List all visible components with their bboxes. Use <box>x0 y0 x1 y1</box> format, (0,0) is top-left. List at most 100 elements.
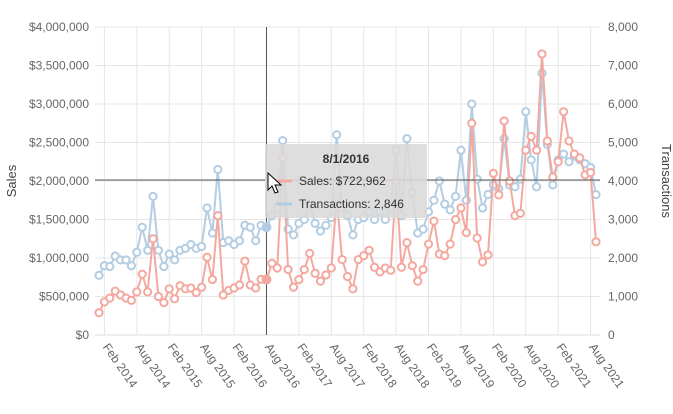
data-point[interactable] <box>213 211 223 221</box>
data-point[interactable] <box>234 280 245 290</box>
data-point[interactable] <box>450 214 461 225</box>
data-point[interactable] <box>283 264 293 275</box>
data-point[interactable] <box>315 226 326 236</box>
data-point[interactable] <box>553 157 563 167</box>
data-point[interactable] <box>548 172 558 182</box>
data-point[interactable] <box>321 270 331 280</box>
data-point[interactable] <box>305 248 315 258</box>
data-point[interactable] <box>467 99 477 109</box>
data-point[interactable] <box>332 130 342 140</box>
data-point[interactable] <box>207 228 218 238</box>
data-point[interactable] <box>429 195 439 205</box>
data-point[interactable] <box>472 233 482 243</box>
data-point[interactable] <box>504 176 515 186</box>
data-point[interactable] <box>477 203 488 213</box>
data-point[interactable] <box>396 262 407 272</box>
data-point[interactable] <box>418 224 428 234</box>
data-point[interactable] <box>170 294 180 304</box>
data-point[interactable] <box>521 145 531 155</box>
data-point[interactable] <box>564 157 574 167</box>
data-point[interactable] <box>197 241 207 252</box>
data-point[interactable] <box>494 190 504 200</box>
data-point[interactable] <box>94 270 104 280</box>
data-point[interactable] <box>531 145 542 155</box>
data-point[interactable] <box>159 298 169 308</box>
data-point[interactable] <box>564 136 574 146</box>
data-point[interactable] <box>143 245 153 255</box>
data-point[interactable] <box>202 252 212 262</box>
data-point[interactable] <box>591 237 601 247</box>
data-point[interactable] <box>531 182 542 192</box>
data-point[interactable] <box>499 116 509 126</box>
data-point[interactable] <box>153 245 164 255</box>
data-point[interactable] <box>445 205 455 215</box>
data-point[interactable] <box>137 222 147 232</box>
data-point[interactable] <box>440 199 450 209</box>
data-point[interactable] <box>477 257 488 267</box>
data-point[interactable] <box>521 107 531 117</box>
data-point[interactable] <box>348 284 358 294</box>
data-point[interactable] <box>294 274 304 285</box>
data-point[interactable] <box>483 250 493 260</box>
data-point[interactable] <box>461 227 471 238</box>
data-point[interactable] <box>456 145 466 155</box>
data-point[interactable] <box>402 134 412 144</box>
data-point[interactable] <box>364 245 374 255</box>
data-point[interactable] <box>321 220 331 230</box>
data-point[interactable] <box>272 263 282 273</box>
data-point[interactable] <box>342 271 353 282</box>
data-point[interactable] <box>488 168 498 178</box>
data-point[interactable] <box>126 261 137 271</box>
data-point[interactable] <box>483 189 493 200</box>
data-point[interactable] <box>245 222 255 232</box>
data-point[interactable] <box>337 254 347 265</box>
data-point[interactable] <box>132 247 142 257</box>
data-point[interactable] <box>191 288 201 298</box>
data-point[interactable] <box>288 282 299 292</box>
data-point[interactable] <box>326 263 336 273</box>
data-point[interactable] <box>310 268 320 278</box>
data-point[interactable] <box>450 191 461 201</box>
data-point[interactable] <box>132 287 142 297</box>
data-point[interactable] <box>251 236 261 246</box>
data-point[interactable] <box>445 239 455 249</box>
data-point[interactable] <box>423 239 434 249</box>
data-point[interactable] <box>159 261 169 272</box>
data-point[interactable] <box>558 149 569 159</box>
data-point[interactable] <box>575 153 585 163</box>
data-point[interactable] <box>386 265 396 275</box>
data-point[interactable] <box>207 274 218 285</box>
data-point[interactable] <box>164 284 174 294</box>
data-point[interactable] <box>315 276 326 286</box>
data-point[interactable] <box>542 136 552 146</box>
data-point[interactable] <box>170 255 180 265</box>
data-point[interactable] <box>467 118 477 128</box>
data-point[interactable] <box>197 282 207 292</box>
data-point[interactable] <box>278 135 288 146</box>
data-point[interactable] <box>515 208 525 218</box>
data-point[interactable] <box>105 261 115 272</box>
data-point[interactable] <box>440 251 450 261</box>
data-point[interactable] <box>429 216 439 226</box>
data-point[interactable] <box>548 180 558 190</box>
data-point[interactable] <box>121 255 131 265</box>
data-point[interactable] <box>137 269 147 279</box>
data-point[interactable] <box>585 167 596 178</box>
data-point[interactable] <box>148 234 158 244</box>
data-point[interactable] <box>251 283 261 293</box>
data-point[interactable] <box>456 203 466 213</box>
data-point[interactable] <box>288 230 299 240</box>
data-point[interactable] <box>240 256 250 266</box>
data-point[interactable] <box>348 230 358 240</box>
data-point[interactable] <box>94 308 104 318</box>
data-point[interactable] <box>105 293 115 303</box>
data-point[interactable] <box>407 261 417 271</box>
data-point[interactable] <box>202 203 212 213</box>
data-point[interactable] <box>402 238 412 248</box>
data-point[interactable] <box>526 155 536 165</box>
data-point[interactable] <box>143 287 153 297</box>
data-point[interactable] <box>234 236 245 246</box>
data-point[interactable] <box>310 218 320 228</box>
data-point[interactable] <box>359 251 369 261</box>
data-point[interactable] <box>126 295 137 305</box>
